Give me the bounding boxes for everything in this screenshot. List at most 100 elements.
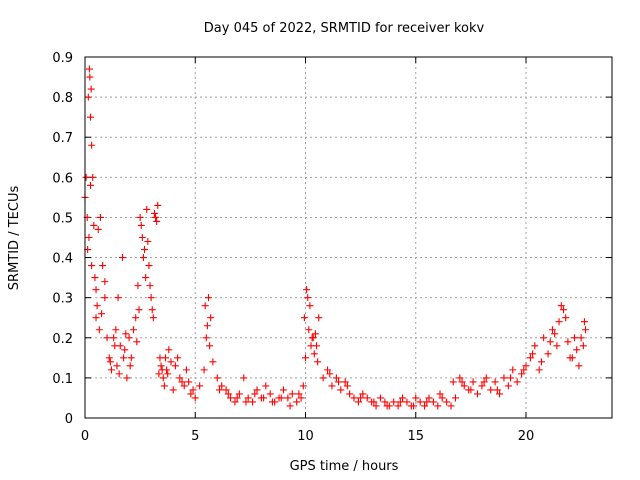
plot-frame [84, 56, 613, 419]
data-point [99, 262, 107, 270]
data-point [233, 394, 241, 402]
data-point [157, 362, 165, 370]
data-point [544, 350, 552, 358]
data-point [115, 370, 123, 378]
data-point [126, 362, 134, 370]
x-axis-label: GPS time / hours [290, 459, 399, 474]
data-point [118, 254, 126, 262]
data-point [526, 354, 534, 362]
data-point [487, 386, 495, 394]
data-point [421, 402, 429, 410]
data-point [159, 374, 167, 382]
data-point [187, 390, 195, 398]
data-point [200, 366, 208, 374]
data-point [165, 346, 173, 354]
data-point [553, 342, 561, 350]
data-point [306, 302, 314, 310]
data-point [206, 342, 214, 350]
data-point [154, 201, 162, 209]
data-point [447, 402, 455, 410]
data-point [540, 334, 548, 342]
data-point [242, 398, 250, 406]
data-point [295, 390, 303, 398]
data-point [185, 378, 193, 386]
data-point [529, 350, 537, 358]
data-point [478, 382, 486, 390]
data-point [335, 378, 343, 386]
data-point [92, 314, 100, 322]
data-point [341, 378, 349, 386]
data-point [311, 330, 319, 338]
data-point [122, 330, 130, 338]
data-point [496, 390, 504, 398]
data-point [337, 386, 345, 394]
data-point [101, 294, 109, 302]
data-point [251, 390, 259, 398]
data-point [139, 254, 147, 262]
data-point [577, 334, 585, 342]
y-tick-label: 0.1 [52, 372, 73, 387]
data-point [537, 358, 545, 366]
data-point [383, 402, 391, 410]
data-point [160, 382, 168, 390]
data-point [376, 394, 384, 402]
data-point [182, 366, 190, 374]
data-point [580, 318, 588, 326]
data-point [203, 322, 211, 330]
data-point [88, 262, 96, 270]
data-point [90, 221, 98, 229]
data-point [568, 354, 576, 362]
data-point [86, 73, 94, 81]
data-point [94, 225, 102, 233]
data-point [412, 394, 420, 402]
data-point [253, 386, 261, 394]
data-point [110, 334, 118, 342]
data-point [513, 378, 521, 386]
data-point [449, 378, 457, 386]
data-point [571, 334, 579, 342]
data-point [381, 398, 389, 406]
data-point [142, 274, 150, 282]
data-point [134, 282, 142, 290]
data-point [343, 382, 351, 390]
data-point [209, 358, 217, 366]
data-point [372, 402, 380, 410]
y-tick-label: 0.8 [52, 91, 73, 106]
data-point [137, 221, 145, 229]
data-point [240, 374, 248, 382]
data-point [82, 173, 90, 181]
data-point [125, 334, 133, 342]
data-point [579, 342, 587, 350]
data-point [299, 382, 307, 390]
x-tick-label: 15 [407, 429, 424, 444]
data-point [87, 113, 95, 121]
x-tick-label: 0 [81, 429, 89, 444]
data-point [130, 326, 138, 334]
data-point [315, 314, 323, 322]
data-point [443, 398, 451, 406]
data-point [284, 394, 292, 402]
chart-title: Day 045 of 2022, SRMTID for receiver kok… [204, 21, 485, 36]
data-point [224, 390, 232, 398]
data-point [196, 382, 204, 390]
data-point [279, 386, 287, 394]
data-point [152, 213, 160, 221]
data-point [410, 402, 418, 410]
y-tick-label: 0.5 [52, 211, 73, 226]
data-point [319, 374, 327, 382]
data-point [138, 234, 146, 241]
data-point [85, 234, 93, 241]
data-point [144, 238, 152, 246]
data-point [518, 370, 526, 378]
data-point [202, 334, 210, 342]
data-point [95, 326, 103, 334]
data-point [564, 338, 572, 346]
data-point [244, 394, 252, 402]
data-point [161, 354, 169, 362]
data-point [150, 209, 158, 217]
data-point [302, 354, 310, 362]
data-point [559, 306, 567, 314]
data-point [304, 294, 312, 302]
data-point [562, 314, 570, 322]
